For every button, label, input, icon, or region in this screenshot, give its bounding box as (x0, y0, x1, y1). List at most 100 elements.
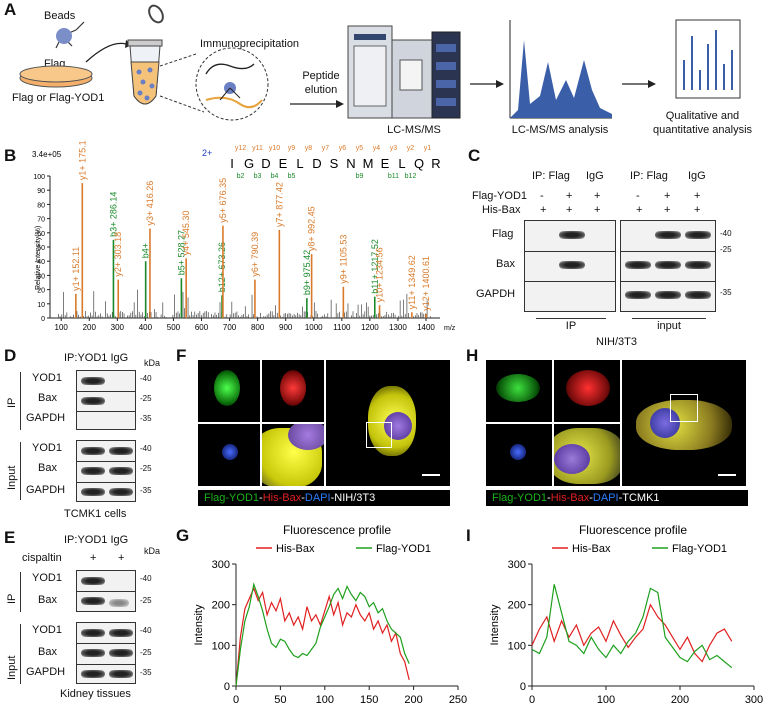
ms-residue: N (346, 156, 355, 171)
panel-label-b: B (4, 146, 17, 165)
d-kda-in-35: -35 (140, 486, 152, 495)
c-igg-left: IgG (586, 170, 604, 182)
ms-peak-label: y9+ 1105.53 (338, 235, 348, 284)
f-cap-red: His-Bax (262, 492, 302, 504)
ms-peak-label: y2+ 303.18 (113, 232, 123, 277)
ms-y-ion: y2 (407, 145, 415, 152)
f-cap-white: NIH/3T3 (334, 492, 376, 504)
profile-legend-label: Flag-YOD1 (672, 543, 727, 555)
d-input-blot (76, 440, 136, 502)
e-kda-in-35: -35 (140, 668, 152, 677)
h-cap-dash3: - (618, 492, 623, 504)
ms-peak-label: y8+ 992.45 (307, 206, 317, 251)
c-flag-sign: + (664, 190, 671, 202)
d-kda-in-25: -25 (140, 464, 152, 473)
panel-label-c: C (468, 146, 481, 165)
ms-peak-label: b11+ 1217.52 (370, 239, 380, 294)
ms-peak-label: y12+ 1400.61 (421, 256, 431, 311)
profile-title: Fluorescence profile (579, 523, 687, 537)
c-bax-sign: + (664, 204, 671, 216)
ms-y-ion: y1 (424, 145, 432, 152)
d-ip-side: IP (6, 397, 18, 408)
ms-ytick: 80 (37, 202, 45, 209)
ms-peak-label: b5+ 528.27 (176, 230, 186, 275)
c-bax-sign: + (694, 204, 701, 216)
elution-label: elution (304, 84, 338, 96)
e-sign-2: + (118, 552, 125, 564)
h-zoom-merge (554, 424, 620, 486)
d-input-row-bax: Bax (38, 462, 57, 474)
c-kda-35: -35 (720, 288, 732, 297)
f-merge-image (326, 360, 450, 486)
panel-label-d: D (4, 346, 17, 365)
c-bax-sign: + (566, 204, 573, 216)
ms-xtick: 1100 (333, 323, 351, 332)
c-row-bax: Bax (496, 258, 515, 270)
d-ip-row-bax: Bax (38, 392, 57, 404)
ms-b-ion: b5 (288, 173, 296, 180)
ms-b-ion: b9 (356, 173, 364, 180)
workflow-diagram (19, 4, 741, 121)
c-igg-right: IgG (688, 170, 706, 182)
ms-y-ion: y4 (373, 145, 381, 152)
profile-ylabel: Intensity (489, 604, 501, 645)
ms-xtick: 500 (167, 323, 181, 332)
ms-peak-label: y1+ 175.12 (77, 140, 87, 180)
profile-ytick: 300 (212, 559, 230, 571)
lcms-label: LC-MS/MS (387, 124, 441, 136)
h-cap-dash1: - (547, 492, 551, 504)
ms-y-ion: y8 (305, 145, 313, 152)
e-kda-in-40: -40 (140, 626, 152, 635)
c-his-bax-label: His-Bax (482, 204, 521, 216)
d-input-side: Input (6, 465, 18, 490)
ms-peak-label: y5+ 676.35 (218, 178, 228, 223)
ms-xtick: 1300 (389, 323, 407, 332)
ms-residue: Q (414, 156, 424, 171)
ms-ytick: 100 (33, 174, 45, 181)
c-input-caption: input (657, 320, 681, 332)
d-header: IP:YOD1 IgG (64, 352, 129, 364)
c-flag-sign: - (540, 190, 544, 202)
c-flag-sign: + (566, 190, 573, 202)
c-ip-blot (524, 220, 616, 312)
panel-label-i: I (466, 526, 471, 545)
ms-y-ion: y6 (339, 145, 347, 152)
profile-xtick: 150 (360, 694, 378, 706)
panel-label-h: H (466, 346, 479, 365)
ms-xtick: 1200 (361, 323, 379, 332)
e-kda-ip-25: -25 (140, 596, 152, 605)
ms-ytick: 60 (37, 231, 45, 238)
ms-y-ion: y7 (322, 145, 330, 152)
c-flag-sign: + (694, 190, 701, 202)
profile-ytick: 100 (212, 640, 230, 652)
profile-series-line (235, 586, 410, 687)
d-kda: kDa (144, 358, 161, 368)
c-row-flag: Flag (492, 228, 514, 240)
c-flag-sign: + (594, 190, 601, 202)
profile-xtick: 300 (745, 694, 763, 706)
ms-y-ion: y3 (390, 145, 398, 152)
panel-label-e: E (4, 528, 16, 547)
ms-xtick: 100 (55, 323, 69, 332)
profile-xtick: 200 (404, 694, 422, 706)
profile-xtick: 0 (529, 694, 535, 706)
ms-xtick: 1000 (305, 323, 323, 332)
c-flag-sign: - (636, 190, 640, 202)
d-input-row-yod1: YOD1 (32, 442, 62, 454)
c-ip-bax-band (559, 261, 585, 269)
magnet-icon (148, 4, 164, 24)
h-merge-image (622, 360, 746, 486)
f-blue-channel (198, 424, 260, 486)
ms-residue: R (431, 156, 440, 171)
profile-chart-g: Fluorescence profile His-Bax Flag-YOD1 0 50 1… (193, 523, 467, 706)
c-ip-flag-right: IP: Flag (630, 170, 668, 182)
c-bax-sign: + (540, 204, 547, 216)
ms-ytick: 90 (37, 188, 45, 195)
f-zoom-merge (262, 424, 324, 486)
e-kda: kDa (144, 546, 161, 556)
ms-xtick: 800 (251, 323, 265, 332)
bead-icon (55, 21, 85, 49)
ms-residue: E (381, 156, 390, 171)
c-bax-sign: + (636, 204, 643, 216)
e-header: IP:YOD1 IgG (64, 534, 129, 546)
